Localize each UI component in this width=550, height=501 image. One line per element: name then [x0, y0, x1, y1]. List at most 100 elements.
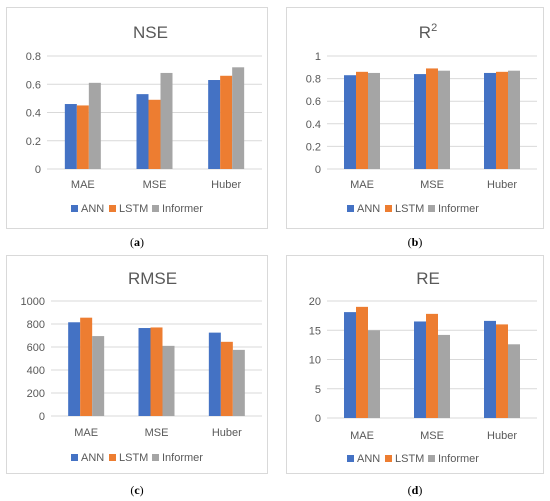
chart-title: RE: [416, 269, 440, 288]
bar-informer-huber: [232, 67, 245, 169]
panel-caption-a: (a): [130, 235, 144, 249]
bar-lstm-mse: [426, 313, 438, 418]
legend-label-ann: ANN: [357, 203, 380, 215]
x-tick-label: MSE: [145, 427, 169, 439]
bar-ann-mse: [414, 321, 426, 418]
legend-swatch-ann: [71, 205, 78, 212]
y-tick-label: 800: [27, 319, 45, 331]
legend-swatch-lstm: [385, 205, 392, 212]
y-tick-label: 1000: [21, 296, 45, 308]
panel-caption-b: (b): [407, 235, 423, 249]
bar-lstm-huber: [496, 71, 508, 169]
bar-ann-mse: [414, 74, 426, 169]
x-tick-label: MSE: [420, 430, 444, 442]
y-tick-label: 0: [315, 164, 321, 176]
y-tick-label: 0.6: [306, 96, 321, 108]
legend-label-lstm: LSTM: [119, 203, 148, 215]
bar-ann-mae: [64, 104, 77, 169]
bar-informer-mse: [438, 334, 450, 418]
y-tick-label: 0: [39, 411, 45, 423]
bar-ann-mae: [344, 75, 356, 169]
x-tick-label: MSE: [143, 179, 167, 191]
legend-swatch-informer: [152, 454, 159, 461]
y-tick-label: 0.2: [306, 141, 321, 153]
legend-swatch-lstm: [109, 205, 116, 212]
y-tick-label: 0.8: [26, 51, 41, 63]
x-tick-label: Huber: [487, 430, 517, 442]
legend-swatch-informer: [428, 455, 435, 462]
bar-informer-huber: [508, 344, 520, 418]
chart-panel-r2: R2 0 0.2 0.4 0.6 0.8 1 MAE MSE Huber ANN LSTM Inform…: [286, 7, 544, 229]
legend-swatch-lstm: [109, 454, 116, 461]
panel-label-d: d: [411, 483, 419, 497]
bar-ann-mae: [68, 322, 81, 416]
y-tick-label: 0: [35, 164, 41, 176]
panel-label-c: c: [134, 483, 140, 497]
bar-ann-huber: [208, 332, 221, 416]
bar-lstm-mae: [356, 306, 368, 418]
bar-ann-mae: [344, 312, 356, 418]
panel-caption-d: (d): [407, 483, 423, 497]
rmse-chart: RMSE 0 200 400 600 800 1000 MAE MSE Huber ANN LSTM I…: [21, 269, 262, 464]
y-tick-label: 0.6: [26, 79, 41, 91]
legend-label-informer: Informer: [162, 203, 203, 215]
re-chart: RE 0 5 10 15 20 MAE MSE Huber ANN LSTM Informer: [309, 269, 537, 465]
panel-label-b: b: [411, 235, 419, 249]
x-tick-label: Huber: [487, 179, 517, 191]
legend-label-informer: Informer: [162, 452, 203, 464]
y-tick-label: 200: [27, 388, 45, 400]
bar-ann-huber: [208, 80, 221, 169]
y-tick-label: 0.2: [26, 136, 41, 148]
chart-title: NSE: [133, 23, 168, 42]
y-tick-label: 15: [309, 325, 321, 337]
legend-label-ann: ANN: [81, 203, 104, 215]
bar-informer-mae: [368, 72, 380, 169]
y-tick-label: 600: [27, 342, 45, 354]
legend-label-lstm: LSTM: [395, 203, 424, 215]
y-tick-label: 0: [315, 413, 321, 425]
bar-ann-huber: [484, 72, 496, 169]
y-tick-label: 400: [27, 365, 45, 377]
bar-informer-mse: [160, 72, 173, 169]
bar-ann-huber: [484, 320, 496, 418]
bar-informer-mae: [88, 82, 101, 169]
bar-informer-huber: [508, 70, 520, 169]
legend-swatch-informer: [428, 205, 435, 212]
legend-label-informer: Informer: [438, 203, 479, 215]
y-tick-label: 0.4: [306, 119, 321, 131]
legend-swatch-ann: [347, 205, 354, 212]
panel-caption-c: (c): [130, 483, 144, 497]
bar-ann-mse: [136, 94, 149, 169]
bar-lstm-huber: [496, 324, 508, 418]
y-tick-label: 20: [309, 296, 321, 308]
legend-swatch-ann: [347, 455, 354, 462]
x-tick-label: Huber: [211, 179, 241, 191]
bar-lstm-huber: [220, 341, 233, 416]
bar-informer-mse: [438, 70, 450, 169]
legend-swatch-lstm: [385, 455, 392, 462]
bar-lstm-mse: [426, 68, 438, 169]
chart-panel-re: RE 0 5 10 15 20 MAE MSE Huber ANN LSTM Informer: [286, 255, 544, 474]
legend-swatch-informer: [152, 205, 159, 212]
y-tick-label: 10: [309, 355, 321, 367]
y-tick-label: 1: [315, 51, 321, 63]
bar-lstm-mse: [150, 327, 163, 416]
bar-lstm-mse: [148, 99, 161, 169]
x-tick-label: Huber: [212, 427, 242, 439]
chart-title: R2: [419, 22, 437, 42]
r2-chart: R2 0 0.2 0.4 0.6 0.8 1 MAE MSE Huber ANN LSTM Inform…: [306, 22, 537, 215]
legend-label-ann: ANN: [357, 453, 380, 465]
x-tick-label: MAE: [74, 427, 98, 439]
chart-panel-rmse: RMSE 0 200 400 600 800 1000 MAE MSE Huber ANN LSTM I…: [6, 255, 268, 474]
bar-informer-mae: [368, 330, 380, 418]
bar-lstm-mae: [80, 317, 93, 416]
x-tick-label: MAE: [350, 179, 374, 191]
y-tick-label: 5: [315, 384, 321, 396]
y-tick-label: 0.4: [26, 108, 41, 120]
legend-swatch-ann: [71, 454, 78, 461]
y-tick-label: 0.8: [306, 74, 321, 86]
panel-label-a: a: [134, 235, 140, 249]
bar-informer-huber: [232, 349, 245, 416]
x-tick-label: MSE: [420, 179, 444, 191]
chart-panel-nse: NSE 0 0.2 0.4 0.6 0.8 MAE MSE Huber ANN LSTM Inform…: [6, 7, 268, 229]
